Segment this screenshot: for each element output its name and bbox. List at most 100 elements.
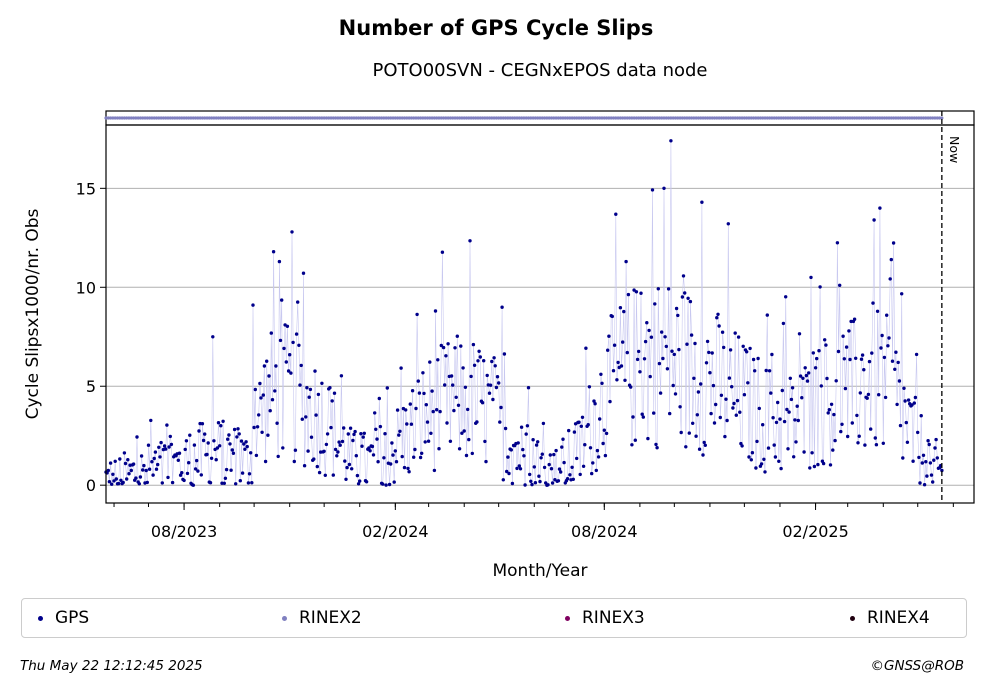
rinex2-point <box>664 116 668 120</box>
rinex2-point <box>873 116 877 120</box>
gps-point <box>144 468 148 473</box>
gps-point <box>803 366 807 370</box>
gps-point <box>700 200 704 204</box>
gps-point <box>804 373 809 378</box>
gps-point <box>429 431 433 435</box>
gps-point <box>301 271 306 275</box>
gps-point <box>185 471 190 476</box>
gps-point <box>619 364 624 368</box>
gps-point <box>788 376 792 380</box>
gps-point <box>145 480 149 485</box>
rinex2-point <box>184 116 188 120</box>
gps-point <box>817 349 821 353</box>
gps-point <box>222 481 226 485</box>
gps-point <box>607 334 611 338</box>
rinex2-point <box>914 116 919 120</box>
gps-point <box>901 456 905 460</box>
gps-point <box>641 415 645 419</box>
gps-point <box>610 314 614 319</box>
gps-point <box>850 421 854 425</box>
gps-point <box>928 461 933 465</box>
rinex2-point <box>540 116 544 120</box>
gps-point <box>246 481 251 485</box>
gps-point <box>578 472 582 477</box>
gps-point <box>542 465 547 470</box>
rinex2-point <box>377 116 381 120</box>
gps-point <box>862 368 866 372</box>
gps-point <box>867 359 872 364</box>
gps-point <box>516 441 520 445</box>
gps-point <box>414 406 418 411</box>
gps-point <box>846 434 850 439</box>
gps-point <box>872 218 876 222</box>
gps-point <box>661 356 665 361</box>
gps-point <box>245 444 249 449</box>
gps-point <box>912 401 916 405</box>
rinex2-point <box>901 116 905 120</box>
gps-point <box>637 349 641 354</box>
gps-point <box>476 359 480 363</box>
gps-point <box>871 301 875 305</box>
rinex2-point <box>446 116 450 120</box>
gps-point <box>243 447 247 451</box>
gps-point <box>910 403 914 407</box>
rinex2-point <box>607 116 611 120</box>
gps-point <box>462 429 466 433</box>
rinex2-point <box>575 116 579 120</box>
gps-point <box>438 409 442 414</box>
gps-point <box>784 295 788 299</box>
gps-point <box>789 397 794 402</box>
legend-marker-rinex3 <box>565 615 570 621</box>
rinex2-point <box>471 116 476 120</box>
gps-point <box>469 374 473 379</box>
gps-point <box>383 432 387 436</box>
rinex2-point <box>722 116 726 120</box>
rinex2-point <box>432 116 436 120</box>
gps-point <box>293 448 298 452</box>
gps-point <box>149 418 153 423</box>
gps-point <box>471 342 476 347</box>
gps-point <box>344 477 348 481</box>
gps-point <box>686 296 690 300</box>
gps-point <box>275 421 279 425</box>
rinex2-point <box>131 116 136 120</box>
y-tick-label: 10 <box>76 278 96 297</box>
gps-point <box>711 383 716 388</box>
rinex2-point <box>774 116 779 120</box>
gps-point <box>261 393 265 397</box>
gps-point <box>746 381 750 385</box>
rinex2-point <box>676 116 680 120</box>
gps-point <box>897 379 902 383</box>
gps-point <box>933 446 937 450</box>
gps-point <box>484 459 488 464</box>
rinex2-point <box>127 116 131 120</box>
gps-point <box>466 407 470 412</box>
rinex2-point <box>784 116 788 120</box>
gps-point <box>709 411 713 416</box>
rinex2-point <box>671 116 675 120</box>
gps-point <box>777 459 781 463</box>
rinex2-point <box>650 116 655 120</box>
rinex2-point <box>299 116 303 120</box>
gps-point <box>792 455 796 459</box>
rinex2-point <box>689 116 694 120</box>
gps-series-line <box>105 140 943 486</box>
rinex2-point <box>912 116 916 120</box>
gps-point <box>400 454 404 459</box>
gps-point <box>570 465 574 469</box>
rinex2-point <box>148 116 152 120</box>
rinex2-point <box>724 116 728 120</box>
gps-point <box>389 462 393 466</box>
gps-point <box>856 441 860 445</box>
rinex2-point <box>529 116 533 120</box>
gps-point <box>236 427 240 431</box>
legend-label-rinex4: RINEX4 <box>867 608 930 628</box>
rinex2-point <box>200 116 205 120</box>
rinex2-point <box>421 116 425 120</box>
gps-point <box>235 435 239 439</box>
rinex2-point <box>770 116 774 120</box>
rinex2-point <box>864 116 868 120</box>
rinex2-point <box>361 116 365 120</box>
gps-point <box>129 468 133 473</box>
gps-point <box>615 378 619 382</box>
